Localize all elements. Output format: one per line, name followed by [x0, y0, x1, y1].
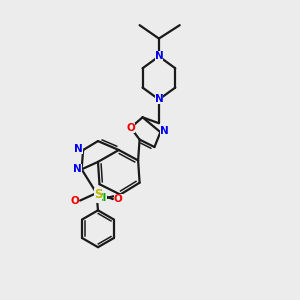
Text: N: N — [160, 126, 169, 136]
Text: N: N — [154, 51, 163, 62]
Text: N: N — [74, 143, 83, 154]
Text: O: O — [126, 123, 135, 133]
Text: N: N — [154, 94, 163, 104]
Text: O: O — [70, 196, 79, 206]
Text: Cl: Cl — [96, 193, 107, 203]
Text: O: O — [114, 194, 123, 204]
Text: S: S — [94, 188, 102, 201]
Text: N: N — [73, 164, 82, 174]
